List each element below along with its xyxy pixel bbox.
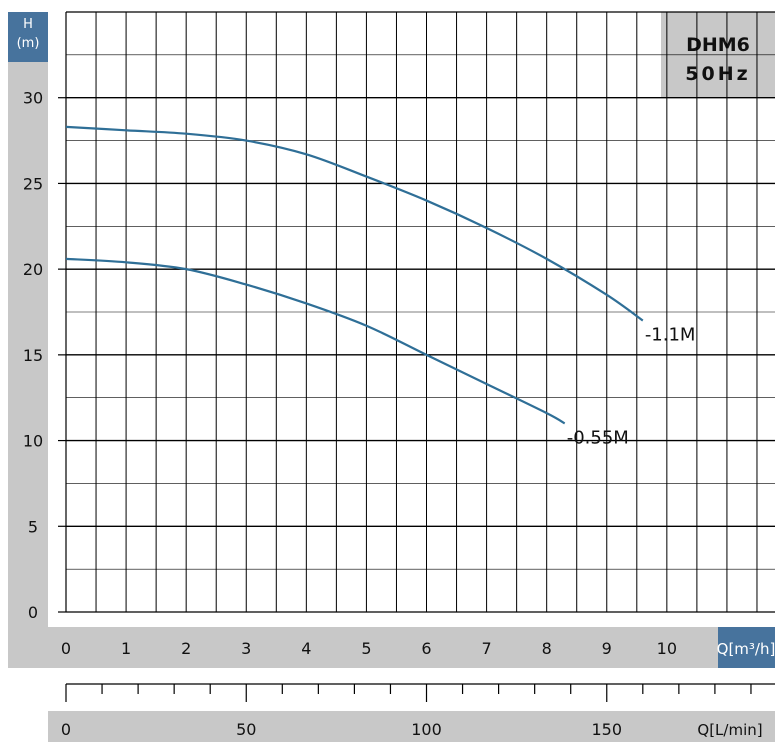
y-tick-label: 5 bbox=[28, 517, 38, 536]
x-axis-unit-secondary: Q[L/min] bbox=[697, 721, 762, 739]
x-tick-label: 8 bbox=[542, 639, 552, 658]
x-tick-label: 1 bbox=[121, 639, 131, 658]
x-tick-label: 0 bbox=[61, 639, 71, 658]
y-tick-label: 20 bbox=[23, 260, 43, 279]
x-axis-unit-box bbox=[718, 627, 775, 668]
y-axis-band bbox=[8, 12, 48, 668]
y-tick-label: 25 bbox=[23, 174, 43, 193]
x-tick-label: 7 bbox=[481, 639, 491, 658]
y-axis-label-h: H bbox=[23, 17, 33, 32]
y-tick-label: 0 bbox=[28, 603, 38, 622]
secondary-tick-label: 0 bbox=[61, 720, 71, 739]
y-tick-label: 30 bbox=[23, 89, 43, 108]
chart-title-frequency: 50Hz bbox=[685, 63, 750, 85]
series-line-1 bbox=[65, 257, 566, 425]
series-label-1: -0.55M bbox=[567, 427, 629, 448]
y-axis-label-unit: (m) bbox=[17, 36, 40, 51]
y-axis-label-box bbox=[8, 12, 48, 62]
y-tick-label: 10 bbox=[23, 432, 43, 451]
secondary-tick-label: 100 bbox=[411, 720, 442, 739]
x-tick-label: 3 bbox=[241, 639, 251, 658]
x-tick-label: 2 bbox=[181, 639, 191, 658]
x-tick-label: 4 bbox=[301, 639, 311, 658]
series-line-0 bbox=[65, 125, 644, 322]
x-axis-unit-primary: Q[m³/h] bbox=[717, 640, 775, 658]
chart-title-model: DHM6 bbox=[686, 34, 750, 56]
series-label-0: -1.1M bbox=[645, 325, 696, 346]
x-axis-band-primary bbox=[48, 627, 718, 668]
x-tick-label: 9 bbox=[602, 639, 612, 658]
y-tick-label: 15 bbox=[23, 346, 43, 365]
x-tick-label: 6 bbox=[421, 639, 431, 658]
x-tick-label: 5 bbox=[361, 639, 371, 658]
secondary-tick-label: 50 bbox=[236, 720, 256, 739]
x-tick-label: 10 bbox=[657, 639, 677, 658]
x-axis-band-secondary bbox=[48, 711, 775, 742]
secondary-tick-label: 150 bbox=[591, 720, 622, 739]
